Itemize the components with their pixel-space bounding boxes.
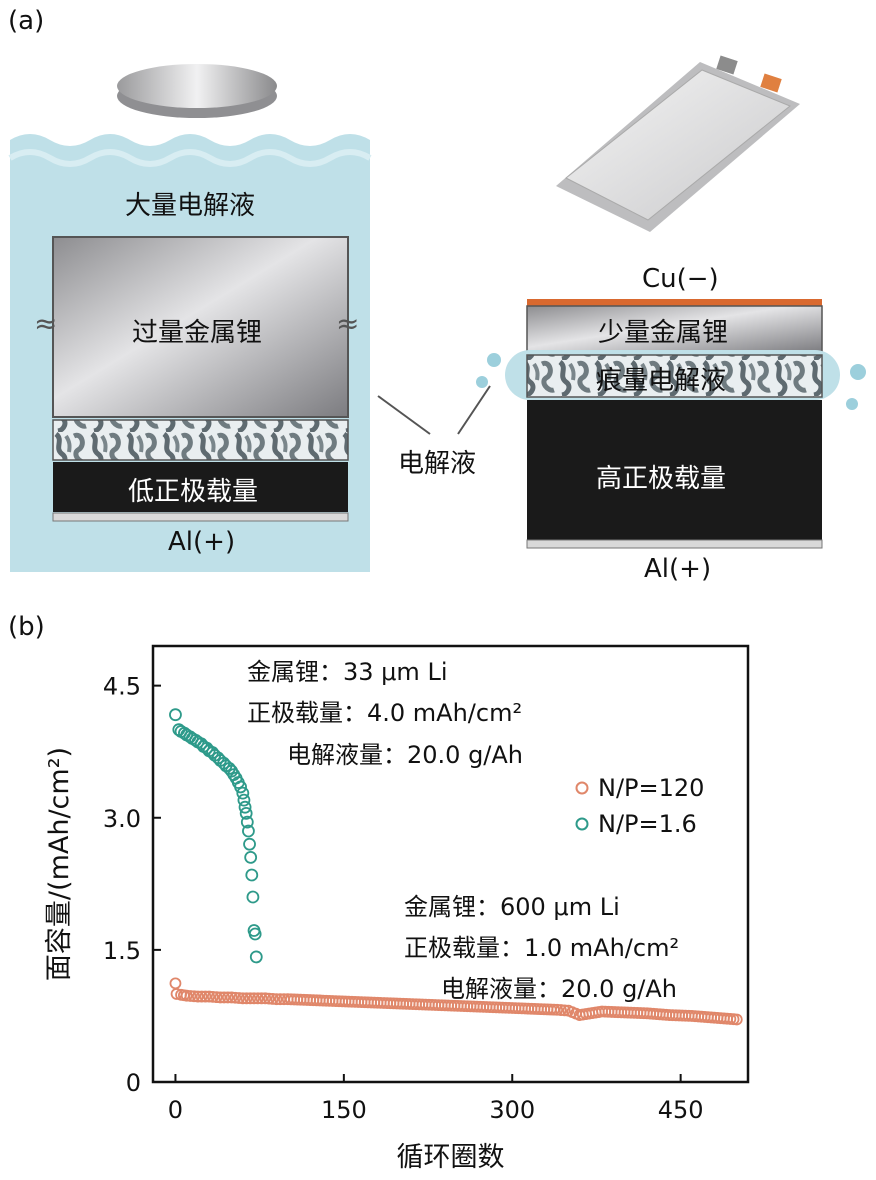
np16-point [246, 890, 260, 904]
y-tick-label: 0 [126, 1069, 141, 1097]
annotation-np120-line1: 金属锂：600 μm Li [404, 893, 620, 921]
x-tick-label: 450 [658, 1096, 704, 1124]
x-tick-label: 150 [321, 1096, 367, 1124]
excess-lithium-label: 过量金属锂 [132, 318, 263, 348]
np120-point-interp [240, 992, 253, 1005]
np120-point-interp [199, 990, 212, 1003]
high-cathode-label: 高正极载量 [596, 464, 727, 494]
cu-collector-label: Cu(−) [642, 264, 719, 294]
cu-collector [527, 299, 822, 306]
np120-point-interp [210, 991, 223, 1004]
al-collector-right-label: Al(+) [644, 554, 712, 584]
np16-point [242, 824, 255, 838]
np120-point-interp [195, 990, 208, 1003]
np16-point [248, 927, 262, 941]
al-collector-left [52, 512, 349, 522]
np120-point-interp [263, 992, 275, 1005]
np120-point [225, 991, 238, 1004]
legend-marker [575, 817, 589, 831]
x-axis-label: 循环圈数 [397, 1142, 505, 1173]
legend-entry: N/P=120 [598, 774, 704, 802]
y-tick-label: 3.0 [103, 805, 141, 833]
np120-point-interp [251, 992, 264, 1005]
np16-point [249, 950, 263, 964]
droplet [846, 398, 858, 410]
np16-point [239, 806, 253, 820]
panel-a-label: (a) [8, 6, 45, 36]
excess-lithium-layer [52, 236, 349, 418]
legend-marker [575, 781, 589, 795]
separator-layer-right [526, 354, 823, 398]
np120-point [214, 991, 227, 1004]
droplet [476, 376, 488, 388]
panel-a-illustration: ≈ ≈ [8, 55, 866, 572]
np120-point [203, 990, 216, 1003]
np120-point-interp [221, 991, 234, 1004]
np16-point [244, 850, 258, 864]
annotation-np16-line2: 正极载量：4.0 mAh/cm² [247, 699, 523, 727]
np120-point [730, 1013, 743, 1026]
annotation-np120-line3: 电解液量：20.0 g/Ah [441, 975, 678, 1003]
svg-text:≈: ≈ [336, 307, 359, 340]
np120-point-interp [266, 993, 279, 1005]
trace-electrolyte-label: 痕量电解液 [596, 366, 727, 396]
low-cathode-label: 低正极载量 [128, 477, 259, 507]
droplet [850, 364, 866, 380]
legend-entry: N/P=1.6 [598, 810, 697, 838]
np16-point [238, 800, 252, 814]
electrolyte-callout-label: 电解液 [398, 449, 477, 479]
np120-point-interp [554, 1004, 567, 1016]
y-axis-label: 面容量/(mAh/cm²) [44, 747, 75, 981]
np120-point-interp [558, 1004, 571, 1017]
little-lithium-label: 少量金属锂 [598, 318, 729, 348]
x-tick-label: 0 [168, 1096, 183, 1124]
np16-point [245, 868, 259, 882]
np120-point [169, 977, 182, 990]
np120-point [180, 989, 193, 1002]
np120-point [551, 1003, 564, 1016]
np120-point-interp [255, 992, 268, 1005]
np120-point [192, 990, 204, 1003]
x-tick-label: 300 [489, 1096, 535, 1124]
np16-point [243, 837, 256, 851]
plot-frame [151, 644, 750, 1084]
separator-layer-left [52, 419, 349, 461]
electrolyte-callout-line-right [457, 385, 491, 435]
annotation-np16-line3: 电解液量：20.0 g/Ah [287, 741, 524, 769]
np120-point-interp [218, 991, 231, 1004]
bulk-electrolyte-label: 大量电解液 [125, 191, 256, 221]
np16-point [169, 708, 182, 722]
svg-text:≈: ≈ [34, 307, 57, 340]
al-collector-left-label: Al(+) [168, 527, 236, 557]
np120-point [259, 992, 272, 1005]
np120-point-interp [233, 992, 245, 1004]
np120-point-interp [229, 991, 242, 1004]
annotation-np16-line1: 金属锂：33 μm Li [247, 658, 448, 686]
y-tick-label: 4.5 [103, 673, 141, 701]
np120-point-interp [184, 990, 197, 1002]
panel-b-label: (b) [8, 612, 45, 642]
np120-point [236, 992, 249, 1005]
pouch-cell-image [556, 55, 800, 232]
np16-point [236, 786, 250, 800]
np120-point [270, 993, 283, 1006]
annotation-np120-line2: 正极载量：1.0 mAh/cm² [404, 934, 680, 962]
little-lithium-layer [526, 305, 823, 353]
droplet [487, 353, 501, 367]
np16-point [237, 793, 251, 807]
np16-point [240, 815, 254, 829]
high-cathode-layer [527, 400, 822, 540]
y-tick-label: 1.5 [103, 937, 141, 965]
np120-point-interp [188, 990, 201, 1003]
electrolyte-callout-line-left [377, 395, 431, 435]
np120-point-interp [244, 992, 257, 1005]
np120-point-interp [206, 990, 219, 1003]
capacity-chart: 0 150 300 450 0 1.5 3.0 4.5 循环圈数 面容量/(mAh/cm²) N/P… [44, 644, 750, 1173]
np120-point [248, 992, 260, 1005]
np16-point [234, 780, 247, 794]
low-cathode-layer [53, 462, 348, 512]
al-collector-right [526, 539, 823, 549]
